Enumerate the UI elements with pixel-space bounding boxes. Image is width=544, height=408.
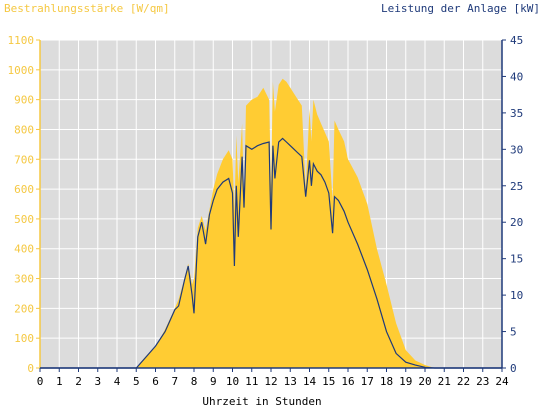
x-tick-label: 17	[361, 375, 374, 388]
left-tick-label: 500	[14, 213, 34, 226]
x-tick-label: 9	[210, 375, 217, 388]
x-tick-label: 11	[245, 375, 258, 388]
x-tick-label: 20	[418, 375, 431, 388]
left-tick-label: 400	[14, 243, 34, 256]
power-line	[40, 137, 502, 369]
x-tick-label: 0	[37, 375, 44, 388]
right-tick-label: 40	[510, 70, 523, 83]
x-tick-label: 22	[457, 375, 470, 388]
x-tick-label: 24	[495, 375, 509, 388]
x-tick-label: 8	[191, 375, 198, 388]
x-axis-label: Uhrzeit in Stunden	[202, 395, 321, 408]
right-tick-label: 45	[510, 34, 523, 47]
right-tick-label: 30	[510, 143, 523, 156]
x-tick-label: 4	[114, 375, 121, 388]
left-tick-label: 100	[14, 332, 34, 345]
left-tick-label: 200	[14, 302, 34, 315]
left-tick-label: 300	[14, 273, 34, 286]
x-tick-label: 7	[171, 375, 178, 388]
left-axis-title: Bestrahlungsstärke [W/qm]	[4, 2, 170, 15]
left-tick-label: 1100	[8, 34, 35, 47]
left-tick-label: 600	[14, 183, 34, 196]
left-tick-label: 900	[14, 94, 34, 107]
right-axis-title: Leistung der Anlage [kW]	[381, 2, 540, 15]
axis-ticks: 0100200300400500600700800900100011000510…	[8, 34, 524, 388]
x-tick-label: 16	[341, 375, 354, 388]
x-tick-label: 2	[75, 375, 82, 388]
left-tick-label: 800	[14, 123, 34, 136]
left-tick-label: 1000	[8, 64, 35, 77]
x-tick-label: 18	[380, 375, 393, 388]
x-tick-label: 1	[56, 375, 63, 388]
x-tick-label: 19	[399, 375, 412, 388]
right-tick-label: 15	[510, 253, 523, 266]
right-tick-label: 5	[510, 326, 517, 339]
x-tick-label: 23	[476, 375, 489, 388]
x-tick-label: 5	[133, 375, 140, 388]
right-tick-label: 10	[510, 289, 523, 302]
x-tick-label: 6	[152, 375, 159, 388]
left-tick-label: 700	[14, 153, 34, 166]
right-tick-label: 35	[510, 107, 523, 120]
x-tick-label: 3	[94, 375, 101, 388]
x-tick-label: 15	[322, 375, 335, 388]
right-tick-label: 20	[510, 216, 523, 229]
x-tick-label: 10	[226, 375, 239, 388]
x-tick-label: 14	[303, 375, 317, 388]
right-tick-label: 0	[510, 362, 517, 375]
x-tick-label: 12	[264, 375, 277, 388]
x-tick-label: 21	[438, 375, 451, 388]
right-tick-label: 25	[510, 180, 523, 193]
x-tick-label: 13	[284, 375, 297, 388]
left-tick-label: 0	[27, 362, 34, 375]
